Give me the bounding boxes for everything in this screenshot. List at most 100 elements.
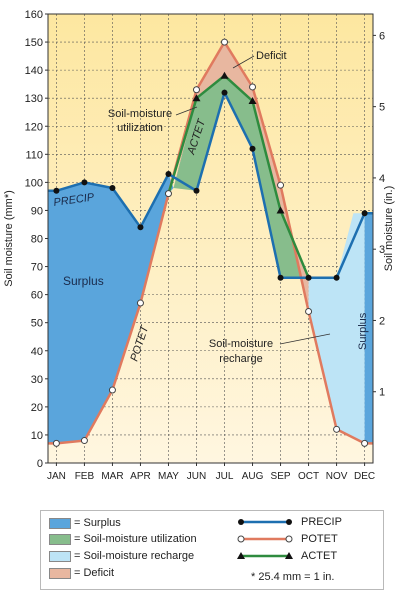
x-tick-label: JAN xyxy=(47,471,66,482)
potet-point xyxy=(305,307,313,315)
y-tick-label: 160 xyxy=(25,9,43,21)
actet-point xyxy=(192,94,201,102)
y-tick-label: 100 xyxy=(25,177,43,189)
surplus-label-right: Surplus xyxy=(357,312,369,350)
precip-point xyxy=(53,187,60,194)
y-tick-label: 0 xyxy=(37,458,43,470)
x-tick-label: NOV xyxy=(326,471,348,482)
legend-label-utilization: = Soil-moisture utilization xyxy=(74,533,197,545)
precip-point xyxy=(361,210,368,217)
y-tick-label: 80 xyxy=(31,234,43,246)
precip-point xyxy=(305,274,312,281)
shaded-areas xyxy=(48,42,373,444)
soil-moisture-chart: 0 10 20 30 40 50 60 70 80 90 100 110 120 130 140 150 160… xyxy=(3,9,395,482)
y-tick-label: 140 xyxy=(25,65,43,77)
surplus-area-left xyxy=(48,174,174,444)
potet-point xyxy=(52,439,60,447)
legend-item-utilization: = Soil-moisture utilization xyxy=(49,533,197,545)
x-tick-label: AUG xyxy=(242,471,264,482)
potet-point xyxy=(277,181,285,189)
y-tick-label: 40 xyxy=(31,346,43,358)
legend-label-surplus: = Surplus xyxy=(74,517,121,529)
y-axis-right: 1 2 3 4 5 6 Soil moisture (in.) xyxy=(373,30,395,399)
potet-point xyxy=(136,299,144,307)
markers xyxy=(52,38,369,447)
recharge-leader xyxy=(279,333,331,345)
x-tick-label: DEC xyxy=(354,471,375,482)
y-tick-label: 130 xyxy=(25,93,43,105)
precip-line xyxy=(48,89,373,280)
y2-axis-label: Soil moisture (in.) xyxy=(383,186,395,272)
actet-point xyxy=(276,206,285,214)
surplus-label-left: Surplus xyxy=(63,274,104,288)
precip-point xyxy=(193,187,200,194)
y2-tick-label: 4 xyxy=(379,173,385,185)
x-tick-label: APR xyxy=(130,471,151,482)
legend-swatch-utilization xyxy=(49,533,71,545)
recharge-label-line1: Soil-moisture xyxy=(209,338,273,350)
y2-tick-label: 6 xyxy=(379,30,385,42)
potet-point xyxy=(249,83,257,91)
x-tick-label: MAY xyxy=(158,471,179,482)
y-tick-label: 50 xyxy=(31,318,43,330)
actet-point xyxy=(220,71,229,79)
legend-line-potet xyxy=(237,533,293,545)
precip-point xyxy=(165,170,172,177)
x-tick-label: JUN xyxy=(187,471,206,482)
recharge-area xyxy=(308,213,365,444)
precip-point xyxy=(333,274,340,281)
x-tick-label: JUL xyxy=(216,471,234,482)
potet-point xyxy=(164,190,172,198)
precip-point xyxy=(249,145,256,152)
series-lines xyxy=(48,39,373,445)
y-axis-label: Soil moisture (mm*) xyxy=(3,190,15,287)
x-tick-label: SEP xyxy=(271,471,291,482)
legend-line-precip xyxy=(237,516,293,528)
potet-point xyxy=(361,439,369,447)
y-tick-label: 70 xyxy=(31,262,43,274)
deficit-leader xyxy=(232,55,255,69)
y-tick-label: 30 xyxy=(31,374,43,386)
legend-item-precip: PRECIP xyxy=(237,516,342,528)
legend-label-potet: POTET xyxy=(301,533,338,545)
utilization-area xyxy=(173,75,309,278)
legend-item-potet: POTET xyxy=(237,533,338,545)
legend-item-deficit: = Deficit xyxy=(49,567,114,579)
precip-point xyxy=(109,184,116,191)
y2-tick-label: 5 xyxy=(379,102,385,114)
precip-point xyxy=(81,179,88,186)
y-axis-left: 0 10 20 30 40 50 60 70 80 90 100 110 120 130 140 150 160… xyxy=(3,9,48,470)
y-tick-label: 60 xyxy=(31,290,43,302)
legend-label-recharge: = Soil-moisture recharge xyxy=(74,550,195,562)
legend-label-precip: PRECIP xyxy=(301,516,342,528)
utilization-leader xyxy=(175,106,198,116)
y2-tick-label: 3 xyxy=(379,244,385,256)
legend-item-surplus: = Surplus xyxy=(49,517,121,529)
legend-label-deficit: = Deficit xyxy=(74,567,115,579)
legend-item-recharge: = Soil-moisture recharge xyxy=(49,550,194,562)
potet-point xyxy=(221,38,229,46)
legend-swatch-deficit xyxy=(49,567,71,579)
potet-point xyxy=(108,386,116,394)
precip-point xyxy=(277,274,284,281)
precip-annotation: PRECIP xyxy=(53,191,96,209)
unit-note: * 25.4 mm = 1 in. xyxy=(251,571,335,583)
y-tick-label: 20 xyxy=(31,402,43,414)
x-tick-label: OCT xyxy=(298,471,319,482)
y-tick-label: 110 xyxy=(25,149,43,161)
y-tick-label: 120 xyxy=(25,121,43,133)
legend: = Surplus = Soil-moisture utilization = … xyxy=(40,510,384,590)
precip-point xyxy=(221,89,228,96)
utilization-label-line2: utilization xyxy=(117,122,163,134)
x-tick-label: FEB xyxy=(75,471,95,482)
potet-line xyxy=(48,39,373,445)
legend-swatch-surplus xyxy=(49,517,71,529)
y2-tick-label: 1 xyxy=(379,387,385,399)
precip-point xyxy=(137,224,144,231)
surplus-area-right xyxy=(364,213,373,444)
legend-label-actet: ACTET xyxy=(301,550,338,562)
legend-swatch-recharge xyxy=(49,550,71,562)
y2-tick-label: 2 xyxy=(379,315,385,327)
y-tick-label: 150 xyxy=(25,37,43,49)
x-tick-label: MAR xyxy=(101,471,123,482)
